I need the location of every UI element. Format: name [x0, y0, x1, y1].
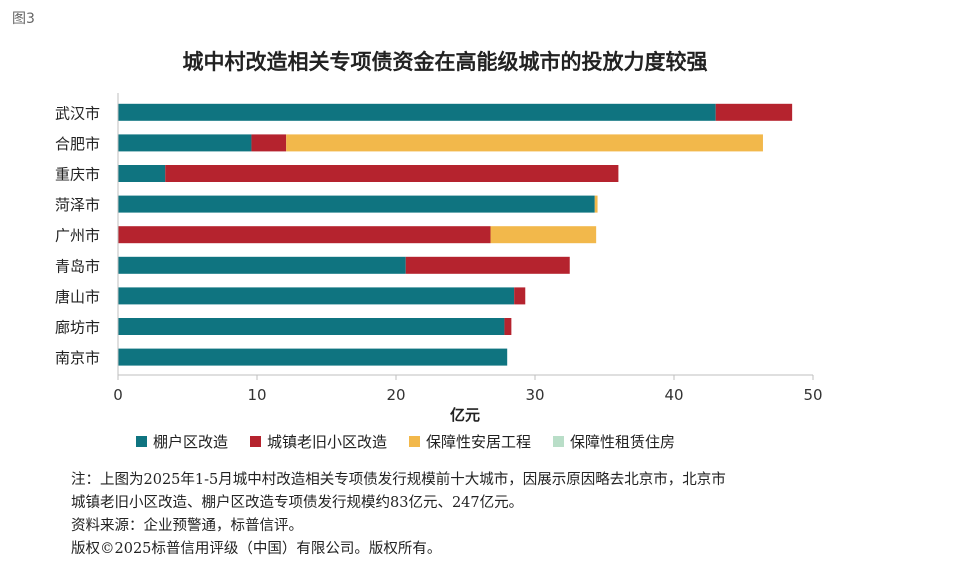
- bar-segment: [118, 287, 515, 305]
- x-tick-label: 50: [803, 386, 822, 404]
- chart-title: 城中村改造相关专项债资金在高能级城市的投放力度较强: [182, 50, 708, 74]
- x-tick-label: 30: [525, 386, 544, 404]
- category-label: 重庆市: [55, 166, 100, 184]
- category-label: 武汉市: [55, 104, 100, 122]
- legend-swatch-shanty: [136, 436, 147, 447]
- legend-label-affordable-housing: 保障性安居工程: [426, 433, 532, 451]
- legend-label-old-community: 城镇老旧小区改造: [267, 433, 388, 451]
- x-axis-title: 亿元: [450, 406, 480, 424]
- bar-segment: [118, 348, 508, 366]
- legend-swatch-rental-housing: [553, 436, 565, 447]
- x-tick-label: 40: [664, 386, 683, 404]
- bar-segment: [118, 318, 505, 335]
- chart-legend: 棚户区改造 城镇老旧小区改造 保障性安居工程 保障性租赁住房: [136, 431, 675, 452]
- bar-segment: [504, 318, 512, 335]
- bar-segment: [118, 134, 252, 152]
- x-tick-label: 10: [247, 386, 266, 404]
- bar-segment: [118, 103, 716, 121]
- note-line: 城镇老旧小区改造、棚户区改造专项债发行规模约83亿元、247亿元。: [71, 495, 524, 511]
- category-label: 青岛市: [55, 257, 100, 275]
- copyright-line: 版权©2025标普信用评级（中国）有限公司。版权所有。: [71, 541, 442, 557]
- bar-segment: [118, 165, 166, 182]
- chart-notes: 注：上图为2025年1-5月城中村改造相关专项债发行规模前十大城市，因展示原因略…: [71, 469, 931, 561]
- bar-segment: [165, 165, 619, 182]
- note-line: 注：上图为2025年1-5月城中村改造相关专项债发行规模前十大城市，因展示原因略…: [71, 472, 726, 488]
- category-label: 广州市: [55, 227, 100, 245]
- legend-item-shanty: 棚户区改造: [136, 431, 228, 452]
- bar-segment: [405, 256, 570, 274]
- legend-swatch-old-community: [250, 436, 262, 447]
- category-label: 唐山市: [55, 288, 100, 306]
- source-line: 资料来源：企业预警通，标普信评。: [71, 518, 303, 534]
- legend-label-shanty: 棚户区改造: [153, 433, 229, 451]
- category-label: 廊坊市: [55, 319, 100, 337]
- x-tick-label: 20: [386, 386, 405, 404]
- bar-segment: [118, 226, 491, 244]
- legend-item-affordable-housing: 保障性安居工程: [409, 431, 531, 452]
- bar-segment: [286, 134, 763, 152]
- x-tick-label: 0: [113, 386, 123, 404]
- bar-segment: [715, 103, 793, 121]
- bar-segment: [594, 195, 598, 213]
- legend-item-old-community: 城镇老旧小区改造: [250, 431, 387, 452]
- category-label: 合肥市: [55, 135, 100, 153]
- bar-segment: [251, 134, 287, 152]
- category-label: 南京市: [55, 349, 100, 367]
- legend-label-rental-housing: 保障性租赁住房: [570, 433, 676, 451]
- figure-label: 图3: [12, 11, 35, 27]
- bar-segment: [490, 226, 597, 244]
- legend-item-rental-housing: 保障性租赁住房: [553, 431, 675, 452]
- bar-segment: [514, 287, 526, 305]
- bar-segment: [118, 195, 595, 213]
- legend-swatch-affordable-housing: [409, 436, 421, 447]
- bar-segment: [118, 256, 406, 274]
- category-label: 菏泽市: [55, 196, 100, 214]
